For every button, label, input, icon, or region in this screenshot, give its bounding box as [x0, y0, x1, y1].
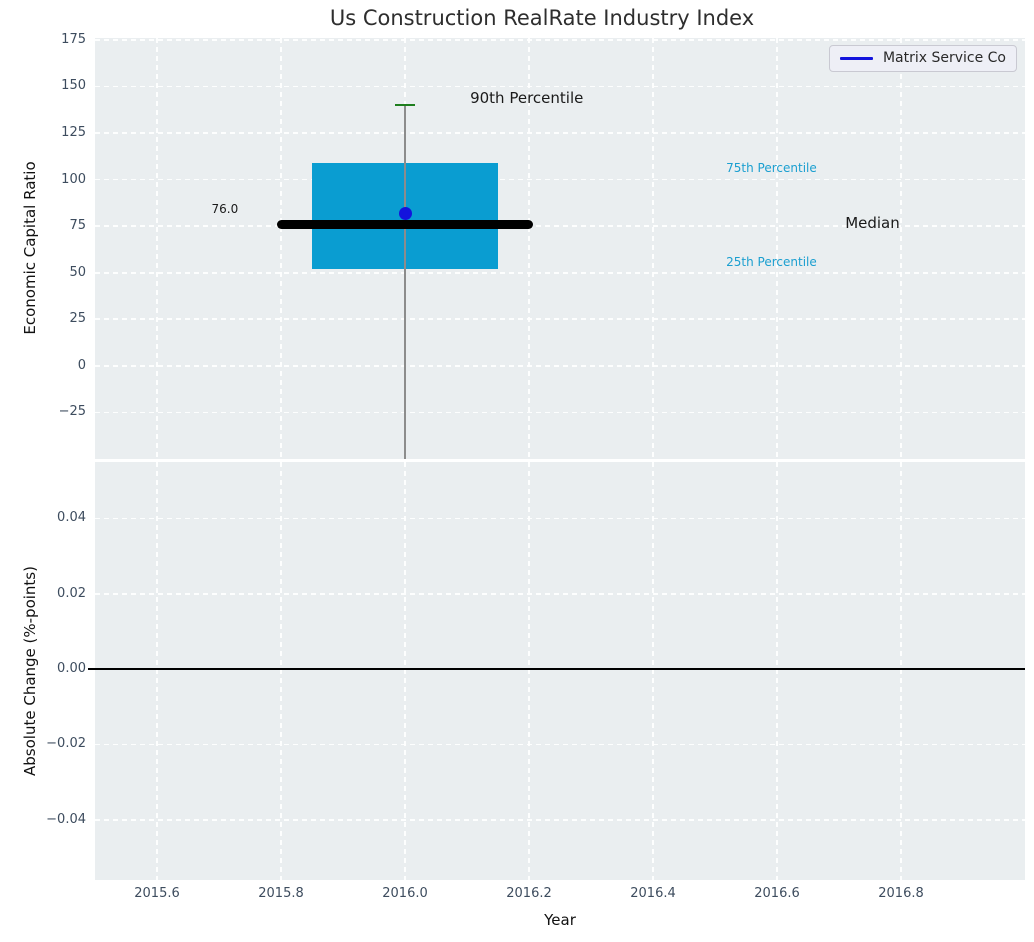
y-gridline-0.02	[95, 743, 1025, 746]
x-gridline-2016.2	[528, 38, 530, 459]
y-tick-label: 125	[61, 125, 86, 140]
x-gridline-2016.8	[900, 38, 902, 459]
panel-economic-capital-ratio: Matrix Service Co 90th Percentile 75th Pe…	[95, 38, 1025, 459]
x-tick-label: 2016.6	[754, 886, 800, 901]
y-gridline-125	[95, 132, 1025, 134]
y-gridline-150	[95, 85, 1025, 88]
y-tick-label: 0.04	[57, 510, 86, 526]
x-gridline-2015.8	[280, 462, 282, 880]
x-tick-label: 2016.4	[630, 886, 676, 901]
x-gridline-2016.8	[900, 462, 902, 880]
annotation-25th-percentile: 25th Percentile	[726, 255, 817, 270]
y-tick-label: 150	[61, 78, 86, 94]
company-point	[398, 206, 412, 220]
y-tick-label: 0.02	[57, 585, 86, 601]
y-gridline-0.04	[95, 818, 1025, 821]
y-tick-label: 75	[69, 218, 86, 234]
y-tick-label: 25	[69, 311, 86, 327]
x-tick-label: 2015.6	[134, 886, 180, 901]
x-gridline-2016.4	[652, 462, 654, 880]
x-axis-label: Year	[544, 911, 576, 929]
chart-title: Us Construction RealRate Industry Index	[329, 6, 755, 30]
x-gridline-2015.6	[156, 38, 158, 459]
y-gridline-25	[95, 411, 1025, 414]
y-tick-label: 0	[77, 357, 86, 373]
legend-label: Matrix Service Co	[882, 50, 1006, 66]
annotation-median: Median	[845, 214, 900, 233]
y-gridline-75	[95, 225, 1025, 227]
annotation-75th-percentile: 75th Percentile	[726, 161, 817, 176]
x-gridline-2016.6	[776, 38, 778, 459]
y-gridline-0	[95, 365, 1025, 367]
annotation-90th-percentile: 90th Percentile	[470, 88, 584, 107]
y-tick-label: −25	[58, 404, 86, 420]
median-line	[276, 219, 534, 229]
y-tick-label: 50	[69, 264, 86, 280]
y-gridline-175	[95, 39, 1025, 41]
y-gridline-25	[95, 318, 1025, 321]
y-tick-label: 0.00	[57, 661, 86, 677]
zero-line	[88, 668, 1025, 671]
x-gridline-2016.0	[404, 462, 406, 880]
x-tick-label: 2015.8	[258, 886, 304, 901]
whisker-cap-90th	[395, 103, 415, 107]
x-tick-label: 2016.2	[506, 886, 552, 901]
x-gridline-2016.6	[776, 462, 778, 880]
x-gridline-2016.4	[652, 38, 654, 459]
whisker-line	[404, 105, 406, 459]
x-gridline-2015.8	[280, 38, 282, 459]
x-tick-label: 2016.0	[382, 886, 428, 901]
x-tick-label: 2016.8	[878, 886, 924, 901]
y-tick-label: −0.02	[46, 736, 86, 752]
x-gridline-2016.2	[528, 462, 530, 880]
y-gridline-0.04	[95, 517, 1025, 520]
panel-absolute-change	[88, 462, 1025, 880]
x-gridline-2015.6	[156, 462, 158, 880]
legend: Matrix Service Co	[828, 45, 1017, 72]
annotation-76.0: 76.0	[211, 202, 239, 217]
y-tick-label: −0.04	[46, 811, 86, 827]
y-gridline-50	[95, 271, 1025, 274]
y-gridline-0.02	[95, 592, 1025, 595]
y-gridline-100	[95, 178, 1025, 181]
legend-line-icon	[839, 56, 873, 60]
y-tick-label: 100	[61, 171, 86, 187]
y-tick-label: 175	[61, 31, 86, 47]
